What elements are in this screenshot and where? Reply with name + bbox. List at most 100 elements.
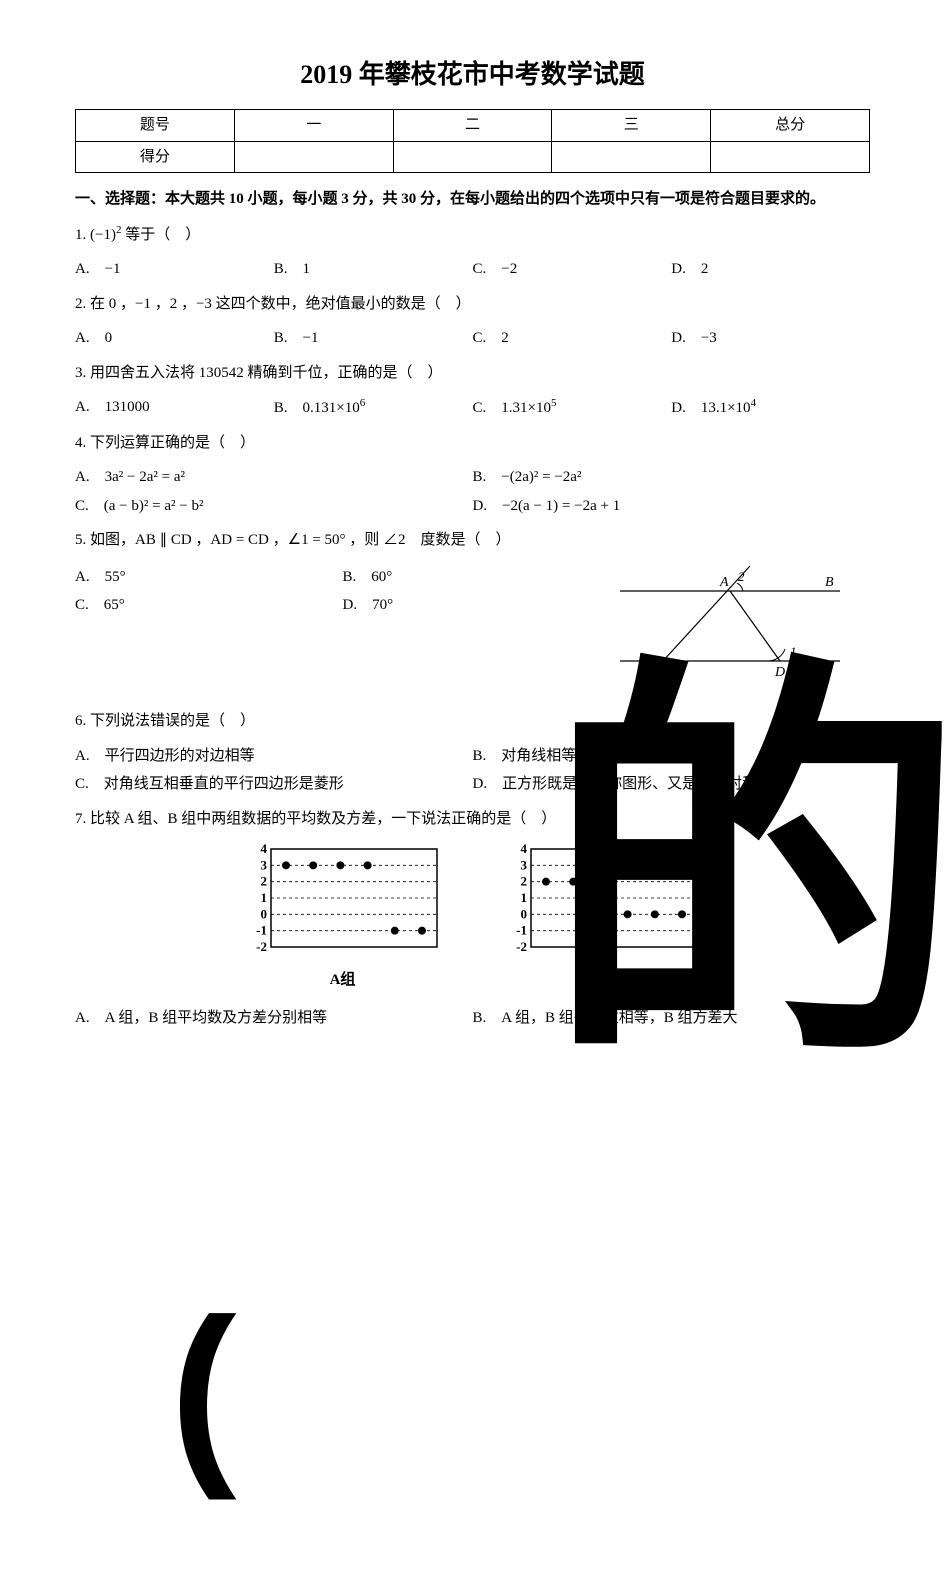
opt-a: A. 0 — [75, 324, 274, 353]
row-score-label: 得分 — [76, 141, 235, 173]
opt-b: B. 对角线相等的四边形是矩形 — [473, 742, 871, 771]
opt-c: C. 65° — [75, 591, 343, 620]
question-3: 3. 用四舍五入法将 130542 精确到千位，正确的是（ ） — [75, 359, 870, 388]
label-C: C — [660, 665, 670, 680]
svg-text:3: 3 — [520, 858, 527, 873]
opt-a-val: 131000 — [105, 399, 150, 415]
label-angle2: 2 — [738, 569, 745, 584]
q1-expr: (−1) — [90, 227, 116, 243]
opt-c-val: −2 — [501, 261, 517, 277]
opt-d-val: 正方形既是轴对称图形、又是中心对称图形 — [502, 776, 787, 792]
opt-c: C. 1.31×105 — [473, 393, 672, 423]
opt-b: B. A 组，B 组平均数相等，B 组方差大 — [473, 1004, 871, 1033]
cell-blank — [234, 141, 393, 173]
opt-c-val: 2 — [501, 330, 509, 346]
opt-a: A. −1 — [75, 255, 274, 284]
svg-text:4: 4 — [520, 843, 527, 856]
opt-a: A. A 组，B 组平均数及方差分别相等 — [75, 1004, 473, 1033]
question-7: 7. 比较 A 组、B 组中两组数据的平均数及方差，一下说法正确的是（ ） — [75, 805, 870, 834]
opt-a-val: 平行四边形的对边相等 — [105, 748, 255, 764]
chart-a-label: A组 — [243, 966, 443, 995]
q5-options: A. 55° B. 60° C. 65° D. 70° — [75, 563, 610, 620]
opt-d: D. 正方形既是轴对称图形、又是中心对称图形 — [473, 770, 871, 799]
q6-options: A. 平行四边形的对边相等 B. 对角线相等的四边形是矩形 C. 对角线互相垂直… — [75, 742, 870, 799]
q5-figure: A B C D 1 2 — [610, 561, 850, 691]
table-row: 题号 一 二 三 总分 — [76, 110, 870, 142]
opt-d: D. 13.1×104 — [671, 393, 870, 423]
svg-text:4: 4 — [260, 843, 267, 856]
svg-text:3: 3 — [260, 858, 267, 873]
label-B: B — [825, 575, 834, 590]
label-D: D — [774, 665, 785, 680]
question-4: 4. 下列运算正确的是（ ） — [75, 429, 870, 458]
opt-b-val: 60° — [371, 569, 392, 585]
question-6: 6. 下列说法错误的是（ ） — [75, 707, 870, 736]
q4-options: A. 3a² − 2a² = a² B. −(2a)² = −2a² C. (a… — [75, 463, 870, 520]
opt-a-val: 0 — [105, 330, 113, 346]
opt-d-base: 13.1×10 — [701, 400, 751, 416]
opt-b-val: −(2a)² = −2a² — [501, 469, 581, 485]
q1-prefix: 1. — [75, 227, 90, 243]
opt-d-val: 2 — [701, 261, 709, 277]
opt-a-val: 3a² − 2a² = a² — [105, 469, 185, 485]
svg-text:2: 2 — [260, 874, 267, 889]
cell-blank — [393, 141, 552, 173]
opt-b: B. −1 — [274, 324, 473, 353]
opt-d-val: −2(a − 1) = −2a + 1 — [502, 498, 620, 514]
th-2: 二 — [393, 110, 552, 142]
svg-text:0: 0 — [520, 907, 527, 922]
q7-options: A. A 组，B 组平均数及方差分别相等 B. A 组，B 组平均数相等，B 组… — [75, 1004, 870, 1033]
opt-c: C. 2 — [473, 324, 672, 353]
th-3: 三 — [552, 110, 711, 142]
svg-text:2: 2 — [520, 874, 527, 889]
svg-text:0: 0 — [260, 907, 267, 922]
opt-c: C. −2 — [473, 255, 672, 284]
th-total: 总分 — [711, 110, 870, 142]
question-2: 2. 在 0 ，−1 ，2 ，−3 这四个数中，绝对值最小的数是（ ） — [75, 290, 870, 319]
watermark-paren: ( — [170, 1200, 237, 1580]
opt-c-val: 对角线互相垂直的平行四边形是菱形 — [104, 776, 344, 792]
opt-c-base: 1.31×10 — [501, 400, 551, 416]
q1-suffix: 等于（ ） — [121, 227, 200, 243]
opt-c-val: (a − b)² = a² − b² — [104, 498, 204, 514]
q7-chart-a: -2-101234 — [243, 843, 443, 953]
label-A: A — [719, 575, 729, 590]
table-row: 得分 — [76, 141, 870, 173]
opt-b: B. 1 — [274, 255, 473, 284]
opt-c: C. 对角线互相垂直的平行四边形是菱形 — [75, 770, 473, 799]
opt-b: B. 0.131×106 — [274, 393, 473, 423]
opt-d-val: −3 — [701, 330, 717, 346]
question-1: 1. (−1)2 等于（ ） — [75, 220, 870, 250]
cell-blank — [711, 141, 870, 173]
opt-b: B. 60° — [343, 563, 611, 592]
q3-options: A. 131000 B. 0.131×106 C. 1.31×105 D. 13… — [75, 393, 870, 423]
opt-d: D. 70° — [343, 591, 611, 620]
svg-text:1: 1 — [260, 890, 267, 905]
th-1: 一 — [234, 110, 393, 142]
opt-c: C. (a − b)² = a² − b² — [75, 492, 473, 521]
svg-text:1: 1 — [520, 890, 527, 905]
label-angle1: 1 — [790, 644, 797, 659]
page-title: 2019 年攀枝花市中考数学试题 — [75, 50, 870, 99]
opt-a: A. 3a² − 2a² = a² — [75, 463, 473, 492]
opt-a-val: 55° — [105, 569, 126, 585]
opt-d: D. 2 — [671, 255, 870, 284]
q1-options: A. −1 B. 1 C. −2 D. 2 — [75, 255, 870, 284]
opt-d: D. −3 — [671, 324, 870, 353]
opt-c-val: 65° — [104, 597, 125, 613]
q2-options: A. 0 B. −1 C. 2 D. −3 — [75, 324, 870, 353]
score-table: 题号 一 二 三 总分 得分 — [75, 109, 870, 173]
opt-b-val: A 组，B 组平均数相等，B 组方差大 — [501, 1010, 737, 1026]
opt-b-val: 1 — [303, 261, 311, 277]
opt-a-val: −1 — [105, 261, 121, 277]
opt-b-exp: 6 — [360, 397, 366, 409]
opt-d-val: 70° — [372, 597, 393, 613]
th-num: 题号 — [76, 110, 235, 142]
opt-a-val: A 组，B 组平均数及方差分别相等 — [105, 1010, 328, 1026]
opt-d-exp: 4 — [751, 397, 757, 409]
opt-a: A. 平行四边形的对边相等 — [75, 742, 473, 771]
section-1-header: 一、选择题：本大题共 10 小题，每小题 3 分，共 30 分，在每小题给出的四… — [75, 185, 870, 214]
chart-b-label: B组 — [503, 966, 703, 995]
svg-text:-1: -1 — [516, 923, 527, 938]
cell-blank — [552, 141, 711, 173]
